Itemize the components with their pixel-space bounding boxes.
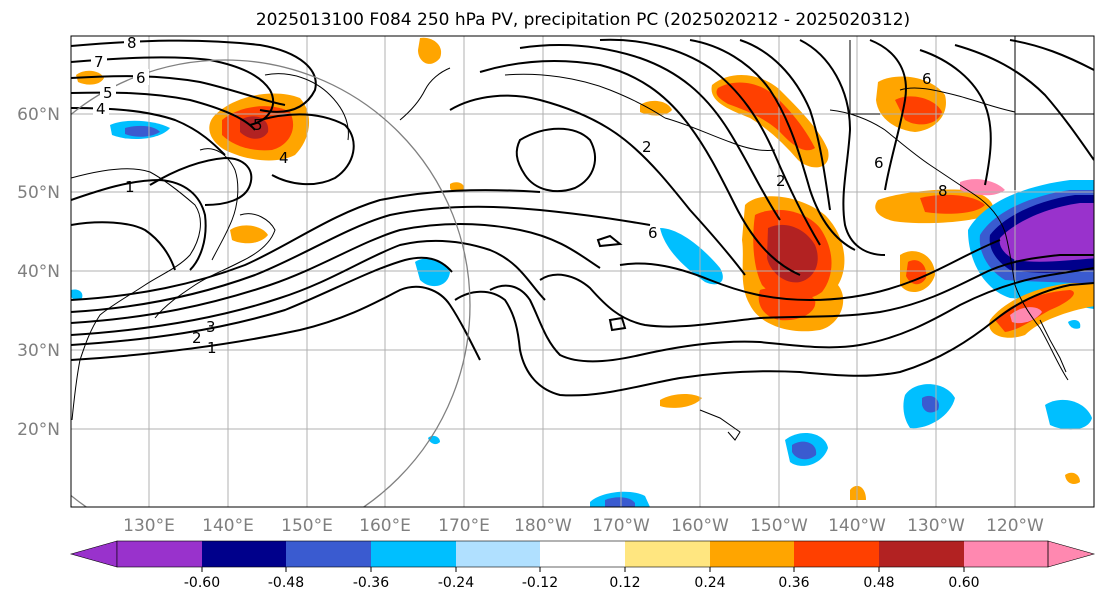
colorbar-bin: [964, 541, 1048, 567]
coastlines: [71, 36, 1094, 441]
colorbar-bin: [117, 541, 202, 567]
forecast-region-circle: [71, 59, 471, 507]
lon-label: 140°E: [202, 516, 254, 536]
colorbar-bin: [202, 541, 286, 567]
colorbar-tick-label: 0.48: [863, 575, 894, 591]
colorbar-tick-label: -0.60: [184, 575, 220, 591]
lat-label: 40°N: [17, 262, 60, 282]
colorbar: -0.60 -0.48 -0.36 -0.24 -0.12 0.12 0.24 …: [69, 540, 1096, 591]
contour-label: 2: [776, 172, 786, 190]
contour-label: 8: [127, 34, 137, 52]
colorbar-tick-label: 0.60: [948, 575, 979, 591]
precip-shading: [71, 37, 1094, 507]
contour-label: 6: [922, 70, 932, 88]
colorbar-bin: [794, 541, 879, 567]
colorbar-bin: [456, 541, 540, 567]
lon-label: 180°W: [514, 516, 572, 536]
colorbar-bin: [710, 541, 794, 567]
contour-label: 7: [94, 53, 104, 71]
colorbar-tick-label: -0.24: [438, 575, 474, 591]
contour-label: 3: [206, 318, 216, 336]
colorbar-max-extend: [1047, 540, 1096, 568]
colorbar-bin: [371, 541, 456, 567]
contour-label: 2: [642, 138, 652, 156]
pv-contours: [71, 38, 1094, 397]
lon-label: 150°W: [750, 516, 808, 536]
lat-label: 20°N: [17, 420, 60, 440]
colorbar-bin: [540, 541, 625, 567]
colorbar-bin: [879, 541, 964, 567]
map-area: 8 7 6 5 4 5 4 1 3 2 1 2 6 2 6 8 6: [71, 34, 1094, 507]
lat-label: 30°N: [17, 341, 60, 361]
colorbar-tick-label: 0.36: [778, 575, 809, 591]
lat-label: 50°N: [17, 183, 60, 203]
lon-label: 170°W: [592, 516, 650, 536]
lon-label: 160°W: [671, 516, 729, 536]
colorbar-bin: [625, 541, 710, 567]
contour-label: 8: [938, 182, 948, 200]
lon-label: 130°W: [907, 516, 965, 536]
contour-label: 5: [103, 84, 113, 102]
contour-label: 2: [192, 329, 202, 347]
contour-label: 6: [874, 154, 884, 172]
lon-label: 160°E: [359, 516, 411, 536]
lon-label: 130°E: [123, 516, 175, 536]
lon-label: 120°W: [986, 516, 1044, 536]
colorbar-bin: [286, 541, 371, 567]
contour-label: 4: [279, 149, 289, 167]
colorbar-tick-label: -0.12: [522, 575, 558, 591]
pv-contour-labels: 8 7 6 5 4 5 4 1 3 2 1 2 6 2 6 8 6: [91, 34, 948, 357]
contour-label: 1: [125, 178, 135, 196]
contour-label: 4: [96, 100, 106, 118]
lon-label: 150°E: [281, 516, 333, 536]
lat-label: 60°N: [17, 105, 60, 125]
colorbar-tick-label: 0.24: [694, 575, 725, 591]
colorbar-tick-label: -0.36: [353, 575, 389, 591]
colorbar-tick-label: -0.48: [268, 575, 304, 591]
colorbar-min-extend: [69, 540, 118, 568]
map-frame: [70, 35, 1095, 508]
contour-label: 1: [207, 339, 217, 357]
contour-label: 6: [136, 69, 146, 87]
colorbar-tick-label: 0.12: [609, 575, 640, 591]
lon-label: 140°W: [828, 516, 886, 536]
longitude-labels: 130°E 140°E 150°E 160°E 170°E 180°W 170°…: [123, 516, 1044, 536]
map-title: 2025013100 F084 250 hPa PV, precipitatio…: [255, 10, 911, 30]
lon-label: 170°E: [438, 516, 490, 536]
latitude-labels: 60°N 50°N 40°N 30°N 20°N: [17, 105, 60, 440]
contour-label: 5: [253, 116, 263, 134]
contour-label: 6: [648, 224, 658, 242]
